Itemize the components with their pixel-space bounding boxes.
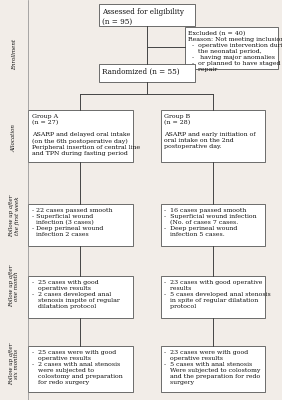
FancyBboxPatch shape [161,276,265,318]
Text: -  25 cases were with good
   operative results
-  2 cases with anal stenosis
  : - 25 cases were with good operative resu… [32,350,123,385]
FancyBboxPatch shape [99,64,195,82]
Text: Assessed for eligibility
(n = 95): Assessed for eligibility (n = 95) [102,8,184,26]
Text: Allocation: Allocation [12,124,17,152]
FancyBboxPatch shape [28,204,133,246]
Text: -  25 cases with good
   operative results
-  2 cases developed anal
   stenosis: - 25 cases with good operative results -… [32,280,120,309]
FancyBboxPatch shape [161,110,265,162]
FancyBboxPatch shape [161,204,265,246]
Text: Follow up after
one month: Follow up after one month [9,265,19,307]
FancyBboxPatch shape [185,27,278,69]
Text: Excluded (n = 40)
Reason: Not meeting inclusion criteria:
  -  operative interve: Excluded (n = 40) Reason: Not meeting in… [188,31,282,72]
Text: Group B
(n = 28)

ASARP and early initiation of
oral intake on the 2nd
postopera: Group B (n = 28) ASARP and early initiat… [164,114,256,149]
Text: Group A
(n = 27)

ASARP and delayed oral intake
(on the 6th postoperative day)
P: Group A (n = 27) ASARP and delayed oral … [32,114,140,156]
FancyBboxPatch shape [28,346,133,392]
Text: -  23 cases with good operative
   results
-  5 cases developed anal stenosis
  : - 23 cases with good operative results -… [164,280,271,309]
Text: Enrollment: Enrollment [12,38,17,70]
FancyBboxPatch shape [161,346,265,392]
Text: Follow up after
six months: Follow up after six months [9,343,19,385]
FancyBboxPatch shape [28,110,133,162]
Text: -  16 cases passed smooth
-  Superficial wound infection
   (No. of cases 7 case: - 16 cases passed smooth - Superficial w… [164,208,257,237]
Text: Follow up after
the first week: Follow up after the first week [9,195,19,237]
Text: - 22 cases passed smooth
- Superficial wound
  infection (3 cases)
- Deep perine: - 22 cases passed smooth - Superficial w… [32,208,112,237]
FancyBboxPatch shape [28,276,133,318]
Text: -  23 cases were with good
   operative results
-  5 cases with anal stenosis
  : - 23 cases were with good operative resu… [164,350,261,385]
FancyBboxPatch shape [99,4,195,26]
Text: Randomized (n = 55): Randomized (n = 55) [102,68,180,76]
